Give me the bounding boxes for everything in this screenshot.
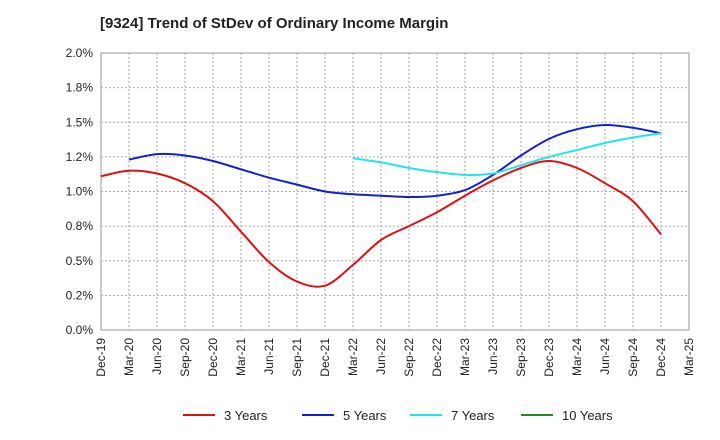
axis-ticks: 0.0% 0.2% 0.5% 0.8% 1.0% 1.2% 1.5% 1.8% 2.0% Dec-… [66,46,696,377]
x-tick-label: Mar-23 [458,338,472,376]
x-tick-label: Dec-19 [94,338,108,377]
legend: 3 Years 5 Years 7 Years 10 Years [183,408,613,423]
y-tick-label: 0.0% [66,323,94,337]
y-tick-label: 2.0% [66,46,94,60]
x-tick-label: Jun-23 [486,338,500,375]
legend-label-3-years: 3 Years [224,408,268,423]
legend-label-5-years: 5 Years [343,408,387,423]
x-tick-label: Dec-21 [318,338,332,377]
series-lines [100,123,662,288]
chart-title: [9324] Trend of StDev of Ordinary Income… [100,15,449,32]
y-tick-label: 1.0% [66,185,94,199]
x-tick-label: Jun-20 [150,338,164,375]
x-tick-label: Sep-24 [626,338,640,377]
x-tick-label: Sep-22 [402,338,416,377]
y-tick-label: 1.8% [66,81,94,95]
x-tick-label: Jun-22 [374,338,388,375]
legend-label-10-years: 10 Years [562,408,613,423]
legend-label-7-years: 7 Years [451,408,495,423]
y-tick-label: 0.8% [66,219,94,233]
series-line-7-years [352,132,662,176]
plot-area [100,52,690,331]
grid [100,52,690,331]
x-tick-label: Sep-23 [514,338,528,377]
x-tick-label: Dec-23 [542,338,556,377]
y-tick-label: 0.5% [66,254,94,268]
series-line-5-years [128,123,662,199]
x-tick-label: Mar-25 [682,338,696,376]
series-line-3-years [100,159,662,288]
x-tick-label: Dec-22 [430,338,444,377]
y-tick-label: 0.2% [66,288,94,302]
x-tick-label: Sep-20 [178,338,192,377]
x-tick-label: Mar-22 [346,338,360,376]
y-tick-label: 1.5% [66,115,94,129]
x-tick-label: Jun-21 [262,338,276,375]
x-tick-label: Sep-21 [290,338,304,377]
x-tick-label: Dec-20 [206,338,220,377]
x-tick-label: Mar-20 [122,338,136,376]
x-tick-label: Mar-24 [570,338,584,376]
x-tick-label: Mar-21 [234,338,248,376]
y-tick-label: 1.2% [66,150,94,164]
x-tick-label: Dec-24 [654,338,668,377]
x-tick-label: Jun-24 [598,338,612,375]
